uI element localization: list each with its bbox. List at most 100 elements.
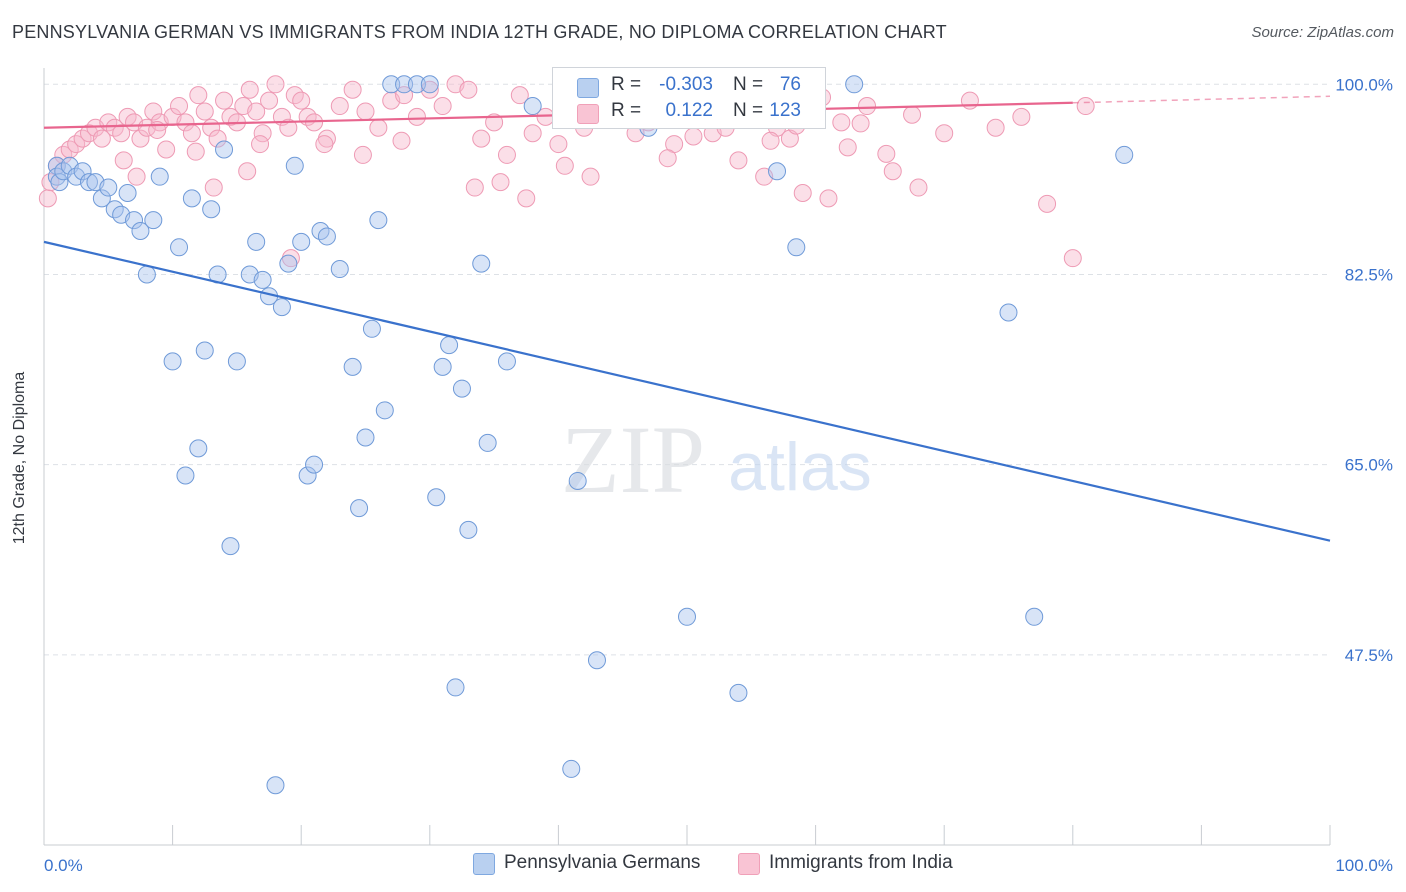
india-point bbox=[684, 127, 703, 146]
legend-r-value-blue: -0.303 bbox=[659, 74, 713, 95]
watermark-zip: ZIP bbox=[561, 406, 705, 513]
x-tick-label-max: 100.0% bbox=[1335, 856, 1393, 875]
watermark-atlas: atlas bbox=[728, 429, 872, 505]
pa-german-point bbox=[279, 254, 298, 273]
india-point bbox=[485, 113, 504, 132]
chart-title: PENNSYLVANIA GERMAN VS IMMIGRANTS FROM I… bbox=[12, 22, 947, 42]
bottom-legend-swatch-pink bbox=[738, 853, 760, 875]
india-point bbox=[279, 118, 298, 137]
pa-german-point bbox=[317, 227, 336, 246]
india-point bbox=[315, 135, 334, 154]
pa-german-point bbox=[215, 140, 234, 159]
pa-german-point bbox=[427, 488, 446, 507]
legend-swatch-pink bbox=[577, 104, 599, 124]
india-point bbox=[1012, 107, 1031, 126]
india-point bbox=[581, 167, 600, 186]
y-tick-label: 82.5% bbox=[1345, 265, 1393, 284]
legend-n-label: N = bbox=[733, 100, 764, 121]
india-point bbox=[127, 167, 146, 186]
india-point bbox=[935, 124, 954, 143]
legend-n-value-blue: 76 bbox=[779, 74, 801, 95]
india-point bbox=[343, 80, 362, 99]
tick-labels: 100.0% 82.5% 65.0% 47.5% 0.0% 100.0% bbox=[44, 75, 1393, 875]
pa-german-point bbox=[343, 357, 362, 376]
india-point bbox=[369, 118, 388, 137]
pa-german-point bbox=[729, 683, 748, 702]
india-point bbox=[253, 124, 272, 143]
pa-german-point bbox=[195, 341, 214, 360]
india-point bbox=[38, 189, 57, 208]
india-point bbox=[851, 114, 870, 133]
pa-german-point bbox=[369, 211, 388, 230]
source-label: Source: ZipAtlas.com bbox=[1251, 24, 1394, 41]
india-point bbox=[510, 86, 529, 105]
india-point bbox=[780, 129, 799, 148]
watermark: ZIP atlas bbox=[561, 406, 872, 513]
pa-german-point bbox=[272, 298, 291, 317]
pa-german-point bbox=[292, 232, 311, 251]
india-point bbox=[407, 107, 426, 126]
pa-german-point bbox=[182, 189, 201, 208]
pa-german-point bbox=[845, 75, 864, 94]
pa-german-point bbox=[176, 466, 195, 485]
pa-german-point bbox=[452, 379, 471, 398]
legend-n-label: N = bbox=[733, 74, 764, 95]
india-point bbox=[240, 80, 259, 99]
axes bbox=[43, 68, 1331, 846]
india-point bbox=[658, 149, 677, 168]
pa-german-point bbox=[92, 189, 111, 208]
india-point bbox=[186, 142, 205, 161]
pa-german-point bbox=[356, 428, 375, 447]
pa-german-point bbox=[678, 607, 696, 626]
india-point bbox=[114, 151, 133, 170]
india-point bbox=[832, 113, 851, 132]
india-point bbox=[392, 131, 411, 150]
bottom-legend-label-pink: Immigrants from India bbox=[769, 852, 953, 873]
legend-r-value-pink: 0.122 bbox=[665, 100, 713, 121]
pa-german-point bbox=[1115, 145, 1134, 164]
india-point bbox=[247, 102, 266, 121]
pa-german-point bbox=[50, 173, 69, 192]
india-point bbox=[112, 124, 131, 143]
y-tick-label: 47.5% bbox=[1345, 646, 1393, 665]
pa-german-point bbox=[440, 336, 459, 355]
y-tick-label: 100.0% bbox=[1335, 75, 1393, 94]
india-point bbox=[909, 178, 928, 197]
pa-german-point bbox=[375, 401, 394, 420]
india-point bbox=[472, 129, 491, 148]
bottom-legend-label-blue: Pennsylvania Germans bbox=[504, 852, 701, 873]
pa-german-point bbox=[170, 238, 189, 257]
pa-german-point bbox=[144, 211, 163, 230]
india-point bbox=[883, 162, 902, 181]
pa-german-point bbox=[446, 678, 465, 697]
india-point bbox=[793, 183, 812, 202]
pa-german-point bbox=[395, 75, 414, 94]
pa-german-point bbox=[137, 265, 156, 284]
pa-german-point bbox=[587, 651, 606, 670]
india-point bbox=[131, 129, 150, 148]
legend-box: R = -0.303 N = 76 R = 0.122 N = 123 bbox=[552, 67, 826, 129]
india-point bbox=[903, 105, 922, 124]
india-point bbox=[497, 145, 516, 164]
pa-german-point bbox=[80, 173, 99, 192]
pa-german-point bbox=[227, 352, 246, 371]
trend-line-blue bbox=[43, 240, 1331, 542]
pa-german-point bbox=[787, 238, 806, 257]
pa-german-point bbox=[247, 232, 266, 251]
india-point bbox=[208, 129, 227, 148]
india-point bbox=[195, 102, 214, 121]
india-point bbox=[986, 118, 1005, 137]
pa-german-point bbox=[568, 471, 587, 490]
india-point bbox=[491, 173, 510, 192]
india-point bbox=[433, 97, 452, 116]
bottom-legend-swatch-blue bbox=[473, 853, 495, 875]
india-point bbox=[292, 91, 311, 110]
pa-german-point bbox=[407, 75, 426, 94]
india-point bbox=[1076, 97, 1095, 116]
india-point bbox=[960, 91, 979, 110]
legend-swatch-blue bbox=[577, 78, 599, 98]
pa-german-point bbox=[523, 97, 542, 116]
india-point bbox=[877, 144, 896, 163]
pa-german-point bbox=[202, 200, 221, 219]
pa-german-point bbox=[189, 439, 208, 458]
